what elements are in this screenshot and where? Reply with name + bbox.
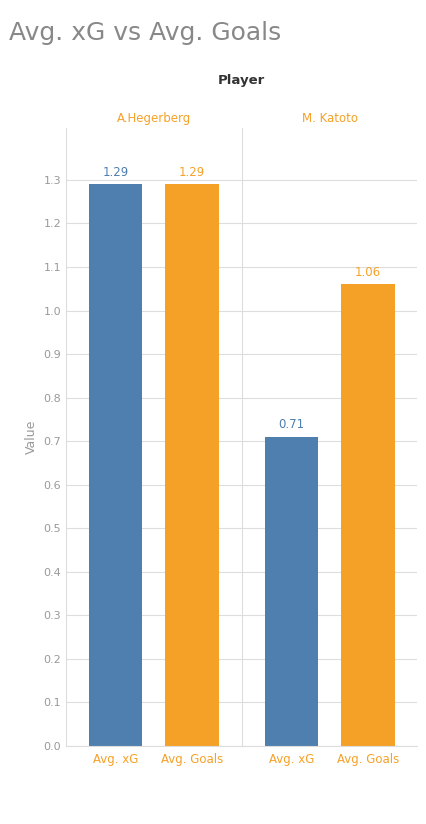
Bar	[265, 437, 318, 746]
Y-axis label: Value: Value	[25, 419, 38, 454]
Bar	[89, 185, 142, 746]
Text: 1.29: 1.29	[103, 166, 129, 179]
Bar	[341, 284, 394, 746]
Text: 0.71: 0.71	[278, 419, 305, 432]
Title: A.Hegerberg: A.Hegerberg	[117, 112, 191, 125]
Bar	[165, 185, 219, 746]
Text: 1.06: 1.06	[355, 266, 381, 279]
Text: Avg. xG vs Avg. Goals: Avg. xG vs Avg. Goals	[9, 21, 281, 44]
Title: M. Katoto: M. Katoto	[302, 112, 357, 125]
Text: 1.29: 1.29	[179, 166, 205, 179]
Text: Player: Player	[218, 73, 265, 87]
